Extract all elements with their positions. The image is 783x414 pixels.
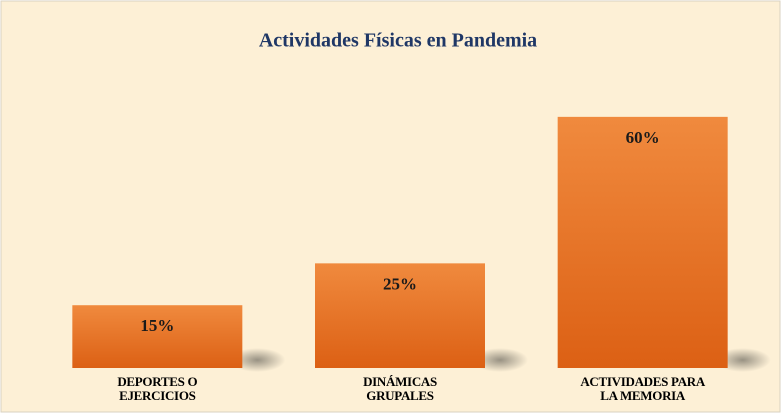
- x-tick-label: ACTIVIDADES PARA LA MEMORIA: [580, 374, 705, 403]
- x-tick-label: DINÁMICAS GRUPALES: [363, 374, 437, 403]
- chart-title: Actividades Físicas en Pandemia: [259, 30, 537, 52]
- bar-shadow: [229, 348, 286, 372]
- bar: [72, 305, 243, 368]
- x-tick-label: DEPORTES O EJERCICIOS: [117, 374, 198, 403]
- value-label: 15%: [140, 316, 174, 335]
- value-label: 25%: [383, 274, 417, 293]
- bar: [315, 263, 485, 368]
- bar-shadow: [472, 348, 528, 372]
- bar-shadow: [714, 348, 771, 372]
- value-label: 60%: [626, 128, 660, 147]
- bar: [557, 116, 728, 368]
